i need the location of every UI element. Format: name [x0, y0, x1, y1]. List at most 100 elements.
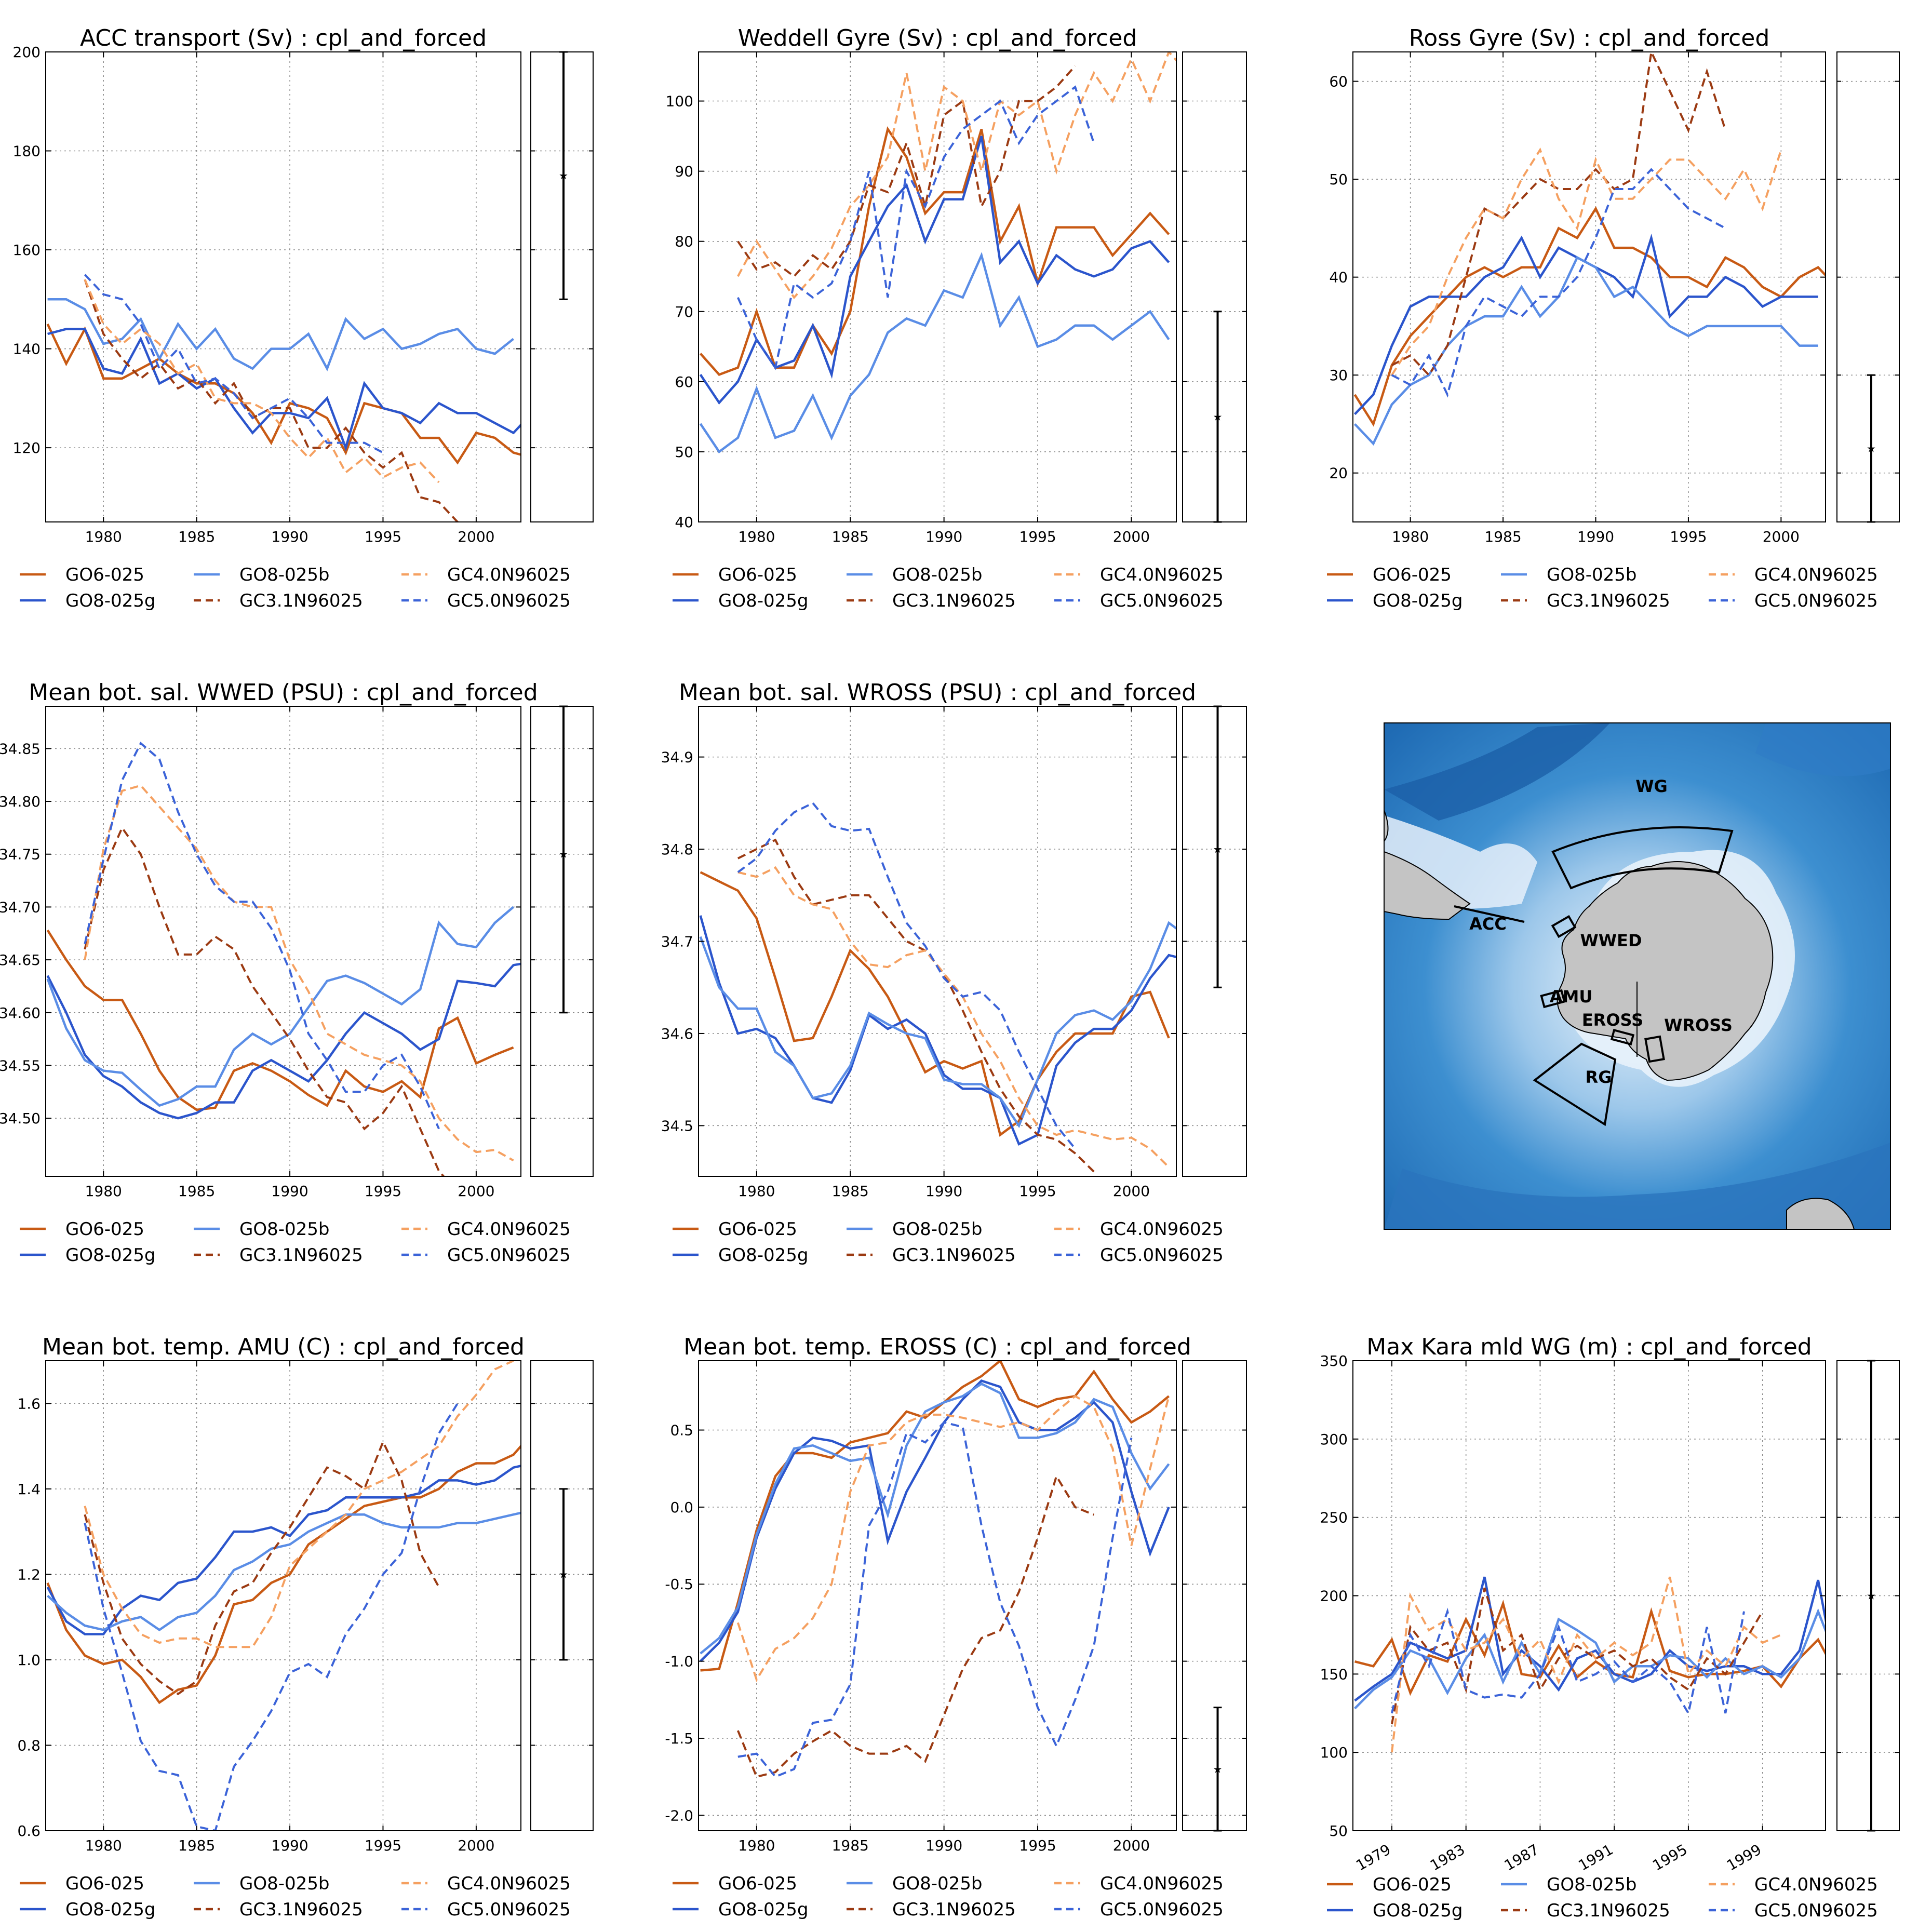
y-tick-label: 34.8 [661, 841, 693, 858]
legend-label: GO8-025g [718, 1899, 809, 1920]
obs-frame [530, 51, 594, 522]
legend-label: GO8-025b [1547, 565, 1637, 585]
series-line-GO6-025 [1354, 1600, 1826, 1696]
series-line-GO6-025 [700, 1361, 1170, 1672]
y-tick-label: 34.80 [0, 793, 41, 810]
y-tick-label: 80 [675, 233, 693, 250]
series-line-GO8-025b [47, 298, 515, 372]
series-line-GO8-025g [699, 915, 1176, 1146]
series-line-GC4.0N96025 [1390, 1576, 1782, 1753]
x-tick-label: 1980 [85, 528, 122, 545]
legend-label: GO8-025b [892, 1219, 983, 1240]
legend-label: GO6-025 [718, 1873, 797, 1894]
series-line-GO8-025b [700, 1382, 1170, 1655]
obs-panel: ★ [530, 705, 594, 1177]
series-line-GO8-025b [46, 906, 515, 1107]
chart-title: Mean bot. temp. AMU (C) : cpl_and_forced [42, 1334, 525, 1360]
obs-panel: ★ [530, 1360, 594, 1831]
x-tick-label: 2000 [458, 528, 494, 545]
chart-wwed: Mean bot. sal. WWED (PSU) : cpl_and_forc… [0, 679, 594, 1266]
legend: GO6-025 GO8-025g GO8-025b GC3.1N96025 GC4.0N… [673, 565, 1224, 611]
series-line-GC3.1N96025 [736, 1473, 1095, 1778]
series-line-GO8-025b [699, 921, 1176, 1129]
amu-region [1540, 989, 1566, 1009]
series-line-GC3.1N96025 [84, 825, 445, 1176]
x-tick-label: 1987 [1501, 1841, 1542, 1874]
legend-label: GO8-025g [1373, 591, 1463, 611]
legend-label: GO8-025b [892, 1873, 983, 1894]
x-tick-label: 1980 [738, 1837, 775, 1854]
obs-panel: ★ [1182, 51, 1247, 523]
legend-label: GO6-025 [1373, 1874, 1452, 1895]
series-line-GC5.0N96025 [737, 801, 1076, 1150]
x-tick-label: 1990 [271, 1837, 308, 1854]
obs-star-icon: ★ [559, 1568, 568, 1580]
x-tick-label: 1999 [1724, 1841, 1764, 1874]
chart-amu: Mean bot. temp. AMU (C) : cpl_and_forced… [17, 1334, 594, 1920]
x-tick-label: 1985 [178, 1837, 215, 1854]
x-tick-label: 1995 [1670, 528, 1707, 545]
y-tick-label: 34.70 [0, 898, 41, 916]
deep-ocean-patch [1384, 1143, 1890, 1229]
series-line-GC5.0N96025 [84, 1403, 459, 1831]
obs-frame [530, 706, 594, 1177]
deep-ocean-patch [1384, 723, 1610, 821]
y-tick-label: 34.65 [0, 951, 41, 969]
x-tick-label: 2000 [1113, 528, 1150, 545]
legend: GO6-025 GO8-025g GO8-025b GC3.1N96025 GC4.0N… [673, 1219, 1224, 1266]
legend-label: GO8-025g [65, 1245, 156, 1266]
x-tick-label: 1980 [85, 1183, 122, 1200]
y-tick-label: 300 [1320, 1431, 1348, 1448]
y-tick-label: 200 [13, 44, 41, 61]
map-label-wross: WROSS [1664, 1015, 1733, 1035]
series-line-GC5.0N96025 [84, 274, 384, 454]
legend-label: GO8-025g [718, 1245, 809, 1266]
y-tick-label: 34.7 [661, 933, 693, 950]
legend-label: GC3.1N96025 [1547, 591, 1670, 611]
wwed-region [1551, 915, 1577, 938]
legend-label: GO8-025g [1373, 1900, 1463, 1921]
y-tick-label: 50 [675, 444, 693, 461]
series-line-GO8-025b [699, 251, 1170, 454]
series-line-GC4.0N96025 [1391, 147, 1782, 376]
plot-frame [1352, 51, 1826, 522]
x-tick-label: 1990 [925, 1183, 962, 1200]
obs-panel: ★ [1836, 51, 1900, 523]
y-tick-label: 250 [1320, 1509, 1348, 1526]
map-label-wwed: WWED [1580, 931, 1642, 950]
x-tick-label: 1979 [1353, 1841, 1393, 1874]
x-tick-label: 1980 [85, 1837, 122, 1854]
legend-label: GC3.1N96025 [892, 591, 1016, 611]
plot-frame [698, 51, 1177, 522]
obs-panel: ★ [1182, 1360, 1247, 1832]
legend-label: GO8-025g [65, 1899, 156, 1920]
series-line-GC5.0N96025 [1391, 168, 1726, 398]
obs-frame [1182, 1360, 1247, 1831]
x-tick-label: 1990 [925, 1837, 962, 1854]
x-tick-label: 1990 [1577, 528, 1614, 545]
y-tick-label: 60 [1329, 73, 1348, 90]
legend: GO6-025 GO8-025g GO8-025b GC3.1N96025 GC4.0N… [20, 1219, 571, 1266]
chart-title: Max Kara mld WG (m) : cpl_and_forced [1366, 1334, 1812, 1360]
series-line-GC3.1N96025 [1390, 1587, 1764, 1725]
obs-star-icon: ★ [1867, 1590, 1876, 1602]
y-tick-label: 20 [1329, 465, 1348, 482]
y-tick-label: 34.50 [0, 1110, 41, 1127]
y-tick-label: -1.0 [665, 1653, 693, 1670]
legend-label: GC5.0N96025 [1100, 1245, 1224, 1266]
legend-label: GO8-025b [239, 1873, 330, 1894]
legend-label: GC5.0N96025 [1754, 591, 1878, 611]
legend-label: GC3.1N96025 [1547, 1900, 1670, 1921]
legend-label: GC4.0N96025 [1754, 565, 1878, 585]
series-line-GC4.0N96025 [84, 784, 514, 1162]
series-line-GC5.0N96025 [737, 1421, 1133, 1778]
x-tick-label: 1995 [1019, 528, 1056, 545]
antarctica-landmass [1557, 861, 1774, 1081]
series-line-GO8-025b [47, 1511, 521, 1632]
series-line-GO8-025g [46, 1465, 521, 1635]
y-tick-label: 160 [13, 242, 41, 259]
y-tick-label: 180 [13, 143, 41, 160]
chart-kara: Max Kara mld WG (m) : cpl_and_forced 1979… [1320, 1334, 1900, 1921]
new-zealand-landmass [1786, 1198, 1855, 1229]
y-tick-label: 40 [675, 514, 693, 531]
